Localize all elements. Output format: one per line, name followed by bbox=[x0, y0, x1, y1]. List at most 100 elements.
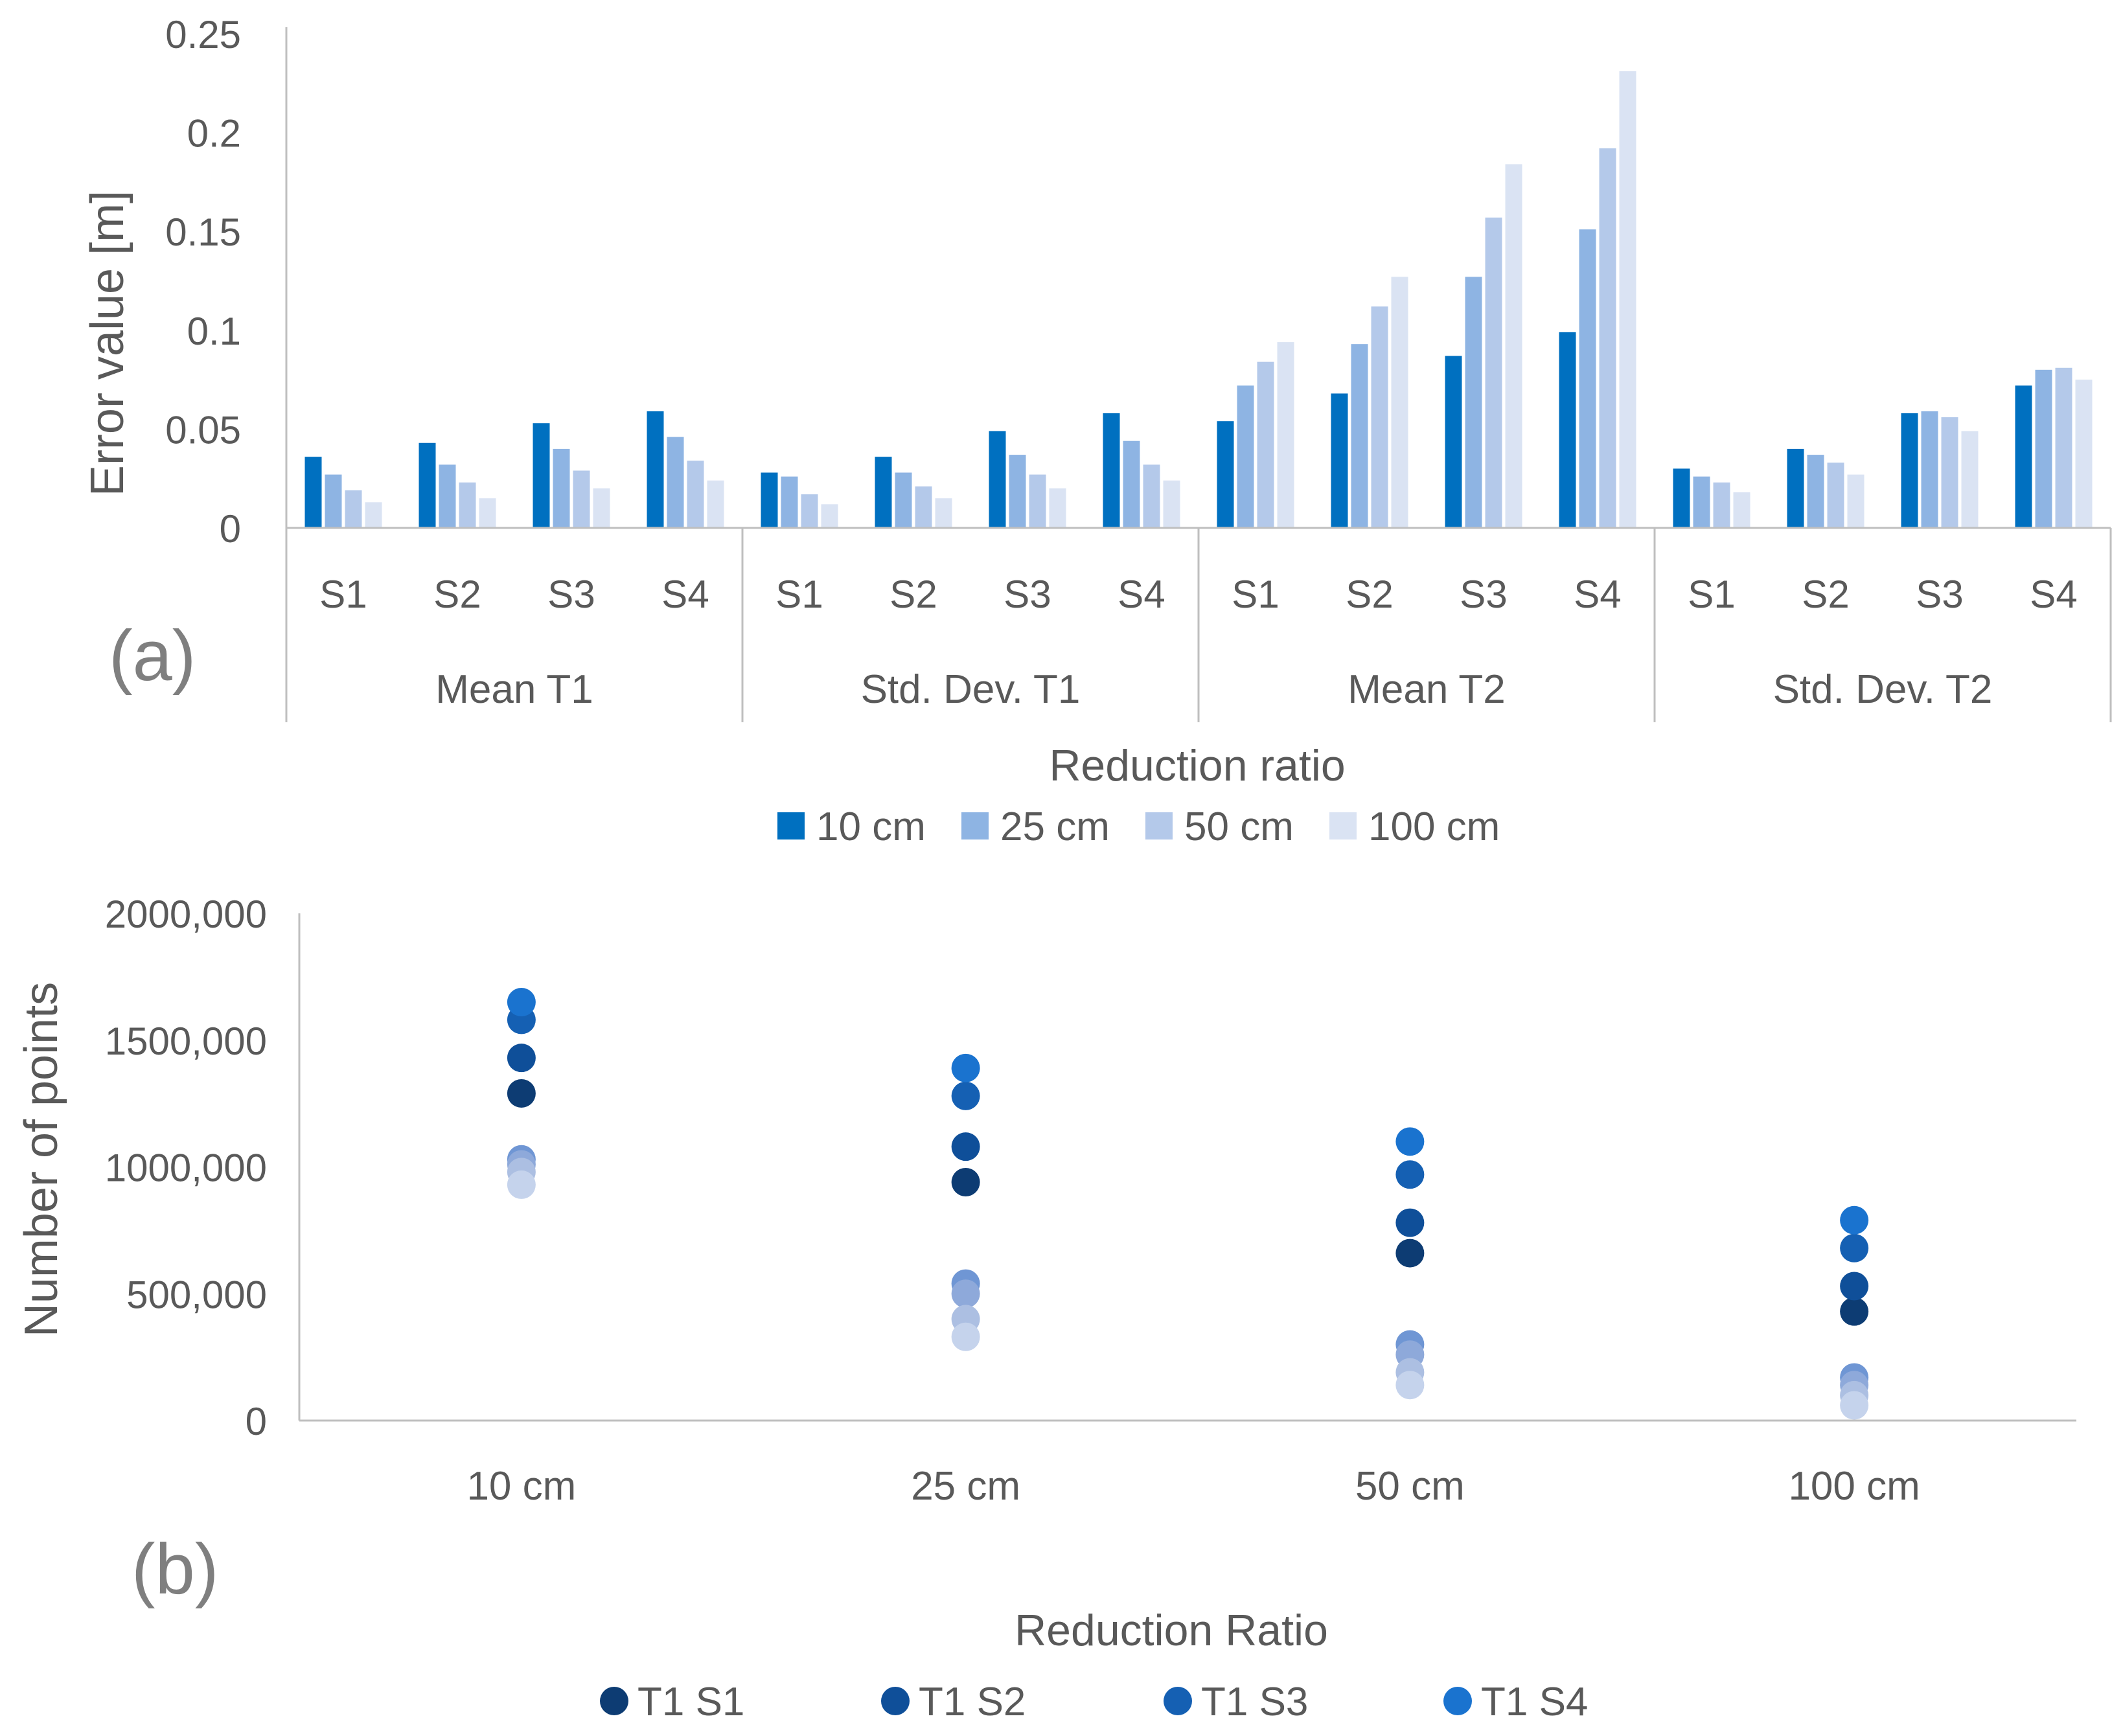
scatter-point-t1-s3 bbox=[951, 1081, 980, 1110]
bar-25cm-mean-t2-s3 bbox=[1465, 277, 1482, 528]
y-tick-label: 0.25 bbox=[165, 13, 241, 56]
scatter-point-t1-s1 bbox=[1840, 1297, 1869, 1326]
bar-10cm-std-dev-t1-s2 bbox=[875, 457, 892, 528]
scatter-point-t1-s3 bbox=[1840, 1233, 1869, 1262]
legend-marker bbox=[1443, 1687, 1472, 1715]
scatter-point-t1-s2 bbox=[1395, 1208, 1425, 1237]
scatter-point-t1-s4 bbox=[951, 1053, 980, 1082]
y-tick-label: 0 bbox=[246, 1400, 267, 1443]
bar-100cm-std-dev-t2-s3 bbox=[1961, 431, 1979, 528]
x-tick-label: S3 bbox=[1916, 573, 1963, 616]
bar-100cm-mean-t1-s2 bbox=[479, 498, 496, 528]
bar-100cm-std-dev-t1-s3 bbox=[1049, 488, 1066, 528]
scatter-point-unlabeled bbox=[507, 1170, 536, 1199]
bar-10cm-mean-t2-s3 bbox=[1445, 356, 1462, 528]
bar-10cm-mean-t2-s1 bbox=[1217, 421, 1234, 528]
bar-100cm-mean-t2-s2 bbox=[1391, 277, 1408, 528]
legend-swatch bbox=[1329, 812, 1357, 839]
scatter-points bbox=[507, 988, 1869, 1420]
x-tick-label: S2 bbox=[889, 573, 937, 616]
bar-10cm-mean-t1-s4 bbox=[647, 411, 664, 528]
x-tick-label: S2 bbox=[1346, 573, 1393, 616]
bar-10cm-std-dev-t2-s2 bbox=[1787, 448, 1804, 528]
scatter-point-t1-s2 bbox=[1840, 1272, 1869, 1301]
x-tick-label: S3 bbox=[1460, 573, 1507, 616]
bar-50cm-std-dev-t1-s2 bbox=[915, 486, 932, 528]
bar-25cm-std-dev-t2-s1 bbox=[1693, 476, 1710, 528]
x-tick-label: S3 bbox=[547, 573, 595, 616]
legend-marker bbox=[600, 1687, 628, 1715]
bar-100cm-std-dev-t2-s2 bbox=[1847, 474, 1865, 528]
y-axis-ticks: 0 0.05 0.1 0.15 0.2 0.25 bbox=[165, 13, 288, 551]
bar-100cm-mean-t1-s1 bbox=[365, 502, 382, 528]
bar-50cm-mean-t2-s3 bbox=[1485, 217, 1502, 528]
scatter-point-t1-s4 bbox=[1840, 1205, 1869, 1235]
scatter-point-t1-s4 bbox=[1395, 1127, 1425, 1156]
bar-100cm-mean-t2-s3 bbox=[1505, 164, 1522, 528]
legend-marker bbox=[1164, 1687, 1192, 1715]
x-tick-label: S2 bbox=[1802, 573, 1849, 616]
scatter-point-unlabeled bbox=[1395, 1371, 1425, 1400]
bar-10cm-mean-t2-s4 bbox=[1559, 332, 1576, 528]
scatter-point-t1-s2 bbox=[951, 1132, 980, 1161]
x-axis-title: Reduction ratio bbox=[1049, 741, 1345, 790]
x-axis bbox=[285, 527, 2112, 722]
scatter-chart-panel: 0 500,000 1000,000 1500,000 2000,000 10 cm 25… bbox=[16, 893, 2076, 1724]
bar-10cm-mean-t2-s2 bbox=[1331, 393, 1348, 528]
legend-marker bbox=[881, 1687, 910, 1715]
x-tick-label: S4 bbox=[2030, 573, 2077, 616]
x-tick-label: S2 bbox=[433, 573, 481, 616]
bar-legend: 10 cm 25 cm 50 cm 100 cm bbox=[777, 805, 1500, 849]
y-axis-title: Error value [m] bbox=[82, 190, 133, 496]
bar-10cm-mean-t1-s1 bbox=[304, 457, 322, 528]
legend-label: 10 cm bbox=[816, 805, 926, 849]
x-tick-label: S1 bbox=[1232, 573, 1279, 616]
legend-label: T1 S3 bbox=[1201, 1680, 1308, 1724]
legend-swatch bbox=[777, 812, 805, 839]
legend-swatch bbox=[961, 812, 989, 839]
y-axis-title: Number of points bbox=[16, 982, 67, 1337]
bar-series-group bbox=[304, 71, 2093, 529]
bar-50cm-std-dev-t2-s4 bbox=[2055, 367, 2072, 528]
bar-25cm-mean-t1-s2 bbox=[439, 464, 456, 528]
y-tick-label: 0.1 bbox=[187, 310, 241, 353]
bar-25cm-mean-t2-s1 bbox=[1237, 385, 1254, 528]
bar-10cm-std-dev-t1-s4 bbox=[1103, 413, 1120, 528]
scatter-point-t1-s1 bbox=[951, 1167, 980, 1196]
x-axis-title: Reduction Ratio bbox=[1015, 1606, 1328, 1655]
bar-25cm-mean-t1-s4 bbox=[667, 437, 684, 528]
scatter-point-t1-s4 bbox=[507, 988, 536, 1017]
x-tick-label: 25 cm bbox=[911, 1464, 1020, 1509]
scatter-legend: T1 S1 T1 S2 T1 S3 T1 S4 bbox=[600, 1680, 1588, 1724]
x-tick-label: S3 bbox=[1004, 573, 1051, 616]
bar-50cm-std-dev-t1-s1 bbox=[801, 494, 818, 528]
y-tick-label: 0 bbox=[220, 507, 241, 551]
bar-50cm-mean-t2-s1 bbox=[1257, 361, 1274, 528]
bar-50cm-mean-t1-s2 bbox=[459, 482, 476, 528]
scatter-point-unlabeled bbox=[951, 1322, 980, 1351]
y-tick-label: 2000,000 bbox=[105, 893, 267, 936]
bar-10cm-std-dev-t1-s1 bbox=[761, 472, 778, 528]
group-label: Std. Dev. T1 bbox=[861, 667, 1081, 712]
x-tick-label: 50 cm bbox=[1355, 1464, 1465, 1509]
bar-100cm-mean-t1-s3 bbox=[593, 488, 610, 528]
scatter-point-t1-s3 bbox=[1395, 1160, 1425, 1189]
x-tick-label: S1 bbox=[319, 573, 367, 616]
group-label: Mean T1 bbox=[435, 667, 593, 712]
bar-50cm-mean-t2-s4 bbox=[1599, 148, 1616, 529]
scatter-point-t1-s1 bbox=[1395, 1239, 1425, 1268]
y-tick-label: 0.2 bbox=[187, 112, 241, 155]
y-axis-ticks: 0 500,000 1000,000 1500,000 2000,000 bbox=[105, 893, 267, 1443]
bar-25cm-std-dev-t2-s3 bbox=[1921, 411, 1938, 528]
bar-50cm-std-dev-t2-s3 bbox=[1941, 417, 1958, 528]
bar-50cm-mean-t2-s2 bbox=[1371, 306, 1388, 528]
bar-25cm-std-dev-t1-s1 bbox=[781, 476, 798, 528]
bar-100cm-std-dev-t1-s2 bbox=[935, 498, 952, 528]
bar-100cm-std-dev-t2-s1 bbox=[1733, 492, 1750, 528]
y-tick-label: 1500,000 bbox=[105, 1020, 267, 1063]
bar-50cm-std-dev-t1-s4 bbox=[1143, 464, 1160, 528]
legend-label: T1 S2 bbox=[919, 1680, 1026, 1724]
x-tick-label: 100 cm bbox=[1788, 1464, 1920, 1509]
